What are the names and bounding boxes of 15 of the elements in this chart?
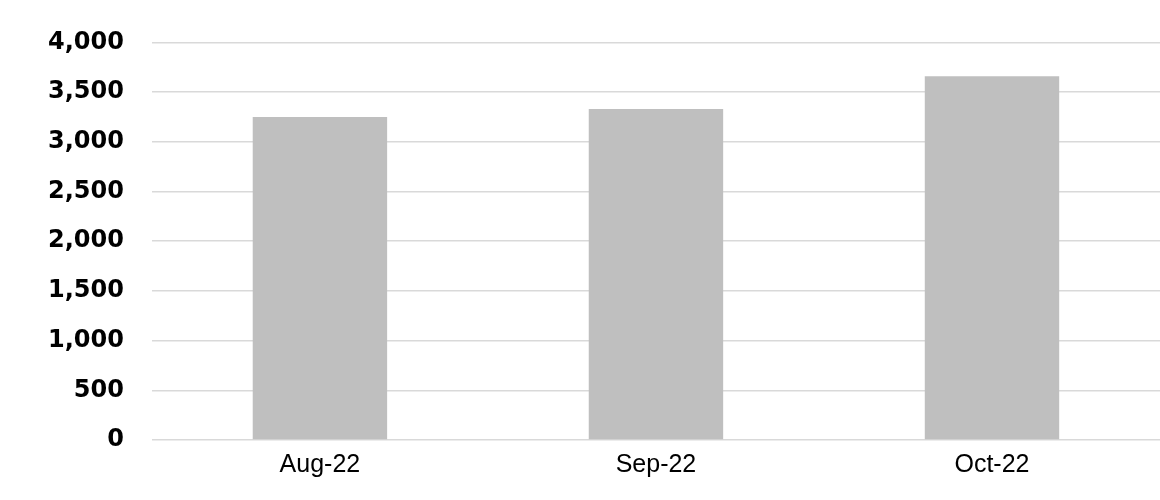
- y-tick-label: 2,000: [47, 225, 124, 254]
- x-tick-label: Oct-22: [954, 448, 1030, 477]
- y-tick-label: 2,500: [47, 175, 124, 204]
- x-tick-label: Sep-22: [615, 448, 697, 477]
- x-tick-label: Aug-22: [279, 448, 361, 477]
- y-tick-label: 4,000: [47, 26, 124, 55]
- bar: [588, 109, 724, 440]
- y-tick-label: 0: [107, 424, 124, 453]
- bar: [924, 76, 1060, 440]
- y-tick-label: 3,000: [47, 126, 124, 155]
- y-tick-label: 3,500: [47, 76, 124, 105]
- y-tick-label: 1,500: [47, 275, 124, 304]
- bar: [252, 116, 388, 440]
- y-tick-label: 500: [73, 374, 124, 403]
- y-tick-label: 1,000: [47, 324, 124, 353]
